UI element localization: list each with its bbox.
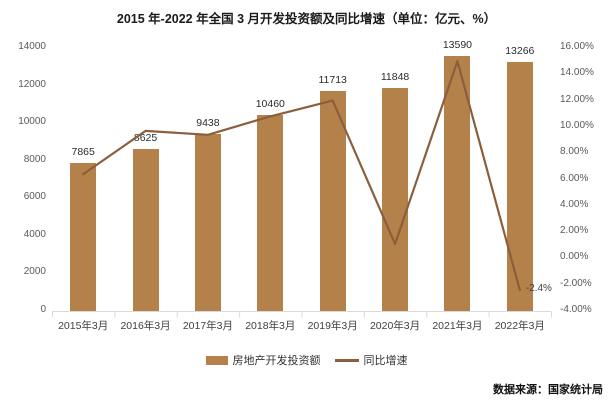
y-axis-left-tick: 14000 bbox=[18, 41, 46, 52]
x-axis-tick: 2018年3月 bbox=[245, 320, 296, 332]
bar-value-label: 13266 bbox=[505, 44, 535, 57]
x-axis-tick: 2015年3月 bbox=[58, 320, 109, 332]
x-axis-tick: 2016年3月 bbox=[120, 320, 171, 332]
chart-title: 2015 年-2022 年全国 3 月开发投资额及同比增速（单位：亿元、%） bbox=[116, 12, 497, 26]
legend-item-line[interactable]: 同比增速 bbox=[334, 352, 408, 368]
y-axis-right-tick: 14.00% bbox=[560, 67, 594, 79]
y-axis-right-tick: 4.00% bbox=[560, 198, 589, 210]
bar[interactable] bbox=[132, 148, 159, 311]
x-axis-tick: 2021年3月 bbox=[432, 320, 483, 332]
y-axis-right-tick: 2.00% bbox=[560, 225, 589, 237]
legend-line-swatch-icon bbox=[334, 358, 359, 362]
y-axis-right-tick: 0.00% bbox=[560, 251, 589, 263]
chart-legend: 房地产开发投资额 同比增速 bbox=[0, 352, 613, 368]
x-axis-tick: 2022年3月 bbox=[494, 320, 545, 332]
y-axis-right-tick: -2.00% bbox=[560, 277, 592, 289]
bar[interactable] bbox=[194, 133, 221, 311]
bar[interactable] bbox=[444, 55, 471, 311]
legend-bar-label: 房地产开发投资额 bbox=[232, 355, 321, 367]
y-axis-left-tick: 0 bbox=[40, 304, 46, 315]
bar[interactable] bbox=[70, 163, 97, 311]
bar-value-label: 10460 bbox=[255, 97, 285, 110]
bar-value-label: 11848 bbox=[380, 71, 410, 84]
bar-value-label: 11713 bbox=[318, 73, 347, 86]
y-axis-right-tick: 16.00% bbox=[560, 41, 594, 52]
legend-line-label: 同比增速 bbox=[363, 355, 408, 367]
x-axis-tick: 2017年3月 bbox=[182, 320, 234, 332]
bar-value-label: 7865 bbox=[71, 146, 95, 159]
y-axis-right-tick: 10.00% bbox=[560, 119, 594, 131]
x-axis-tick: 2019年3月 bbox=[307, 320, 358, 332]
bar[interactable] bbox=[506, 61, 533, 311]
source-note: 数据来源：国家统计局 bbox=[493, 384, 603, 396]
legend-bar-swatch-icon bbox=[205, 355, 228, 365]
bar-value-label: 13590 bbox=[442, 38, 473, 51]
y-axis-right-tick: 8.00% bbox=[560, 146, 589, 158]
y-axis-right-tick: -4.00% bbox=[560, 304, 592, 315]
line-value-label: -2.4% bbox=[525, 282, 552, 294]
y-axis-left-tick: 2000 bbox=[23, 266, 46, 278]
y-axis-right-tick: 6.00% bbox=[560, 172, 589, 184]
bar[interactable] bbox=[382, 88, 409, 311]
y-axis-left-tick: 6000 bbox=[23, 191, 46, 203]
y-axis-left-tick: 10000 bbox=[18, 116, 46, 128]
growth-rate-polyline bbox=[82, 60, 521, 292]
y-axis-left-tick: 4000 bbox=[23, 228, 46, 240]
y-axis-left-tick: 8000 bbox=[23, 153, 46, 165]
y-axis-right-tick: 12.00% bbox=[560, 93, 594, 105]
legend-item-bar[interactable]: 房地产开发投资额 bbox=[205, 352, 321, 368]
x-axis-tick: 2020年3月 bbox=[369, 320, 421, 332]
bar[interactable] bbox=[257, 114, 284, 311]
y-axis-left-tick: 12000 bbox=[18, 78, 46, 90]
bar[interactable] bbox=[319, 90, 346, 311]
bar-value-label: 9438 bbox=[196, 116, 220, 129]
